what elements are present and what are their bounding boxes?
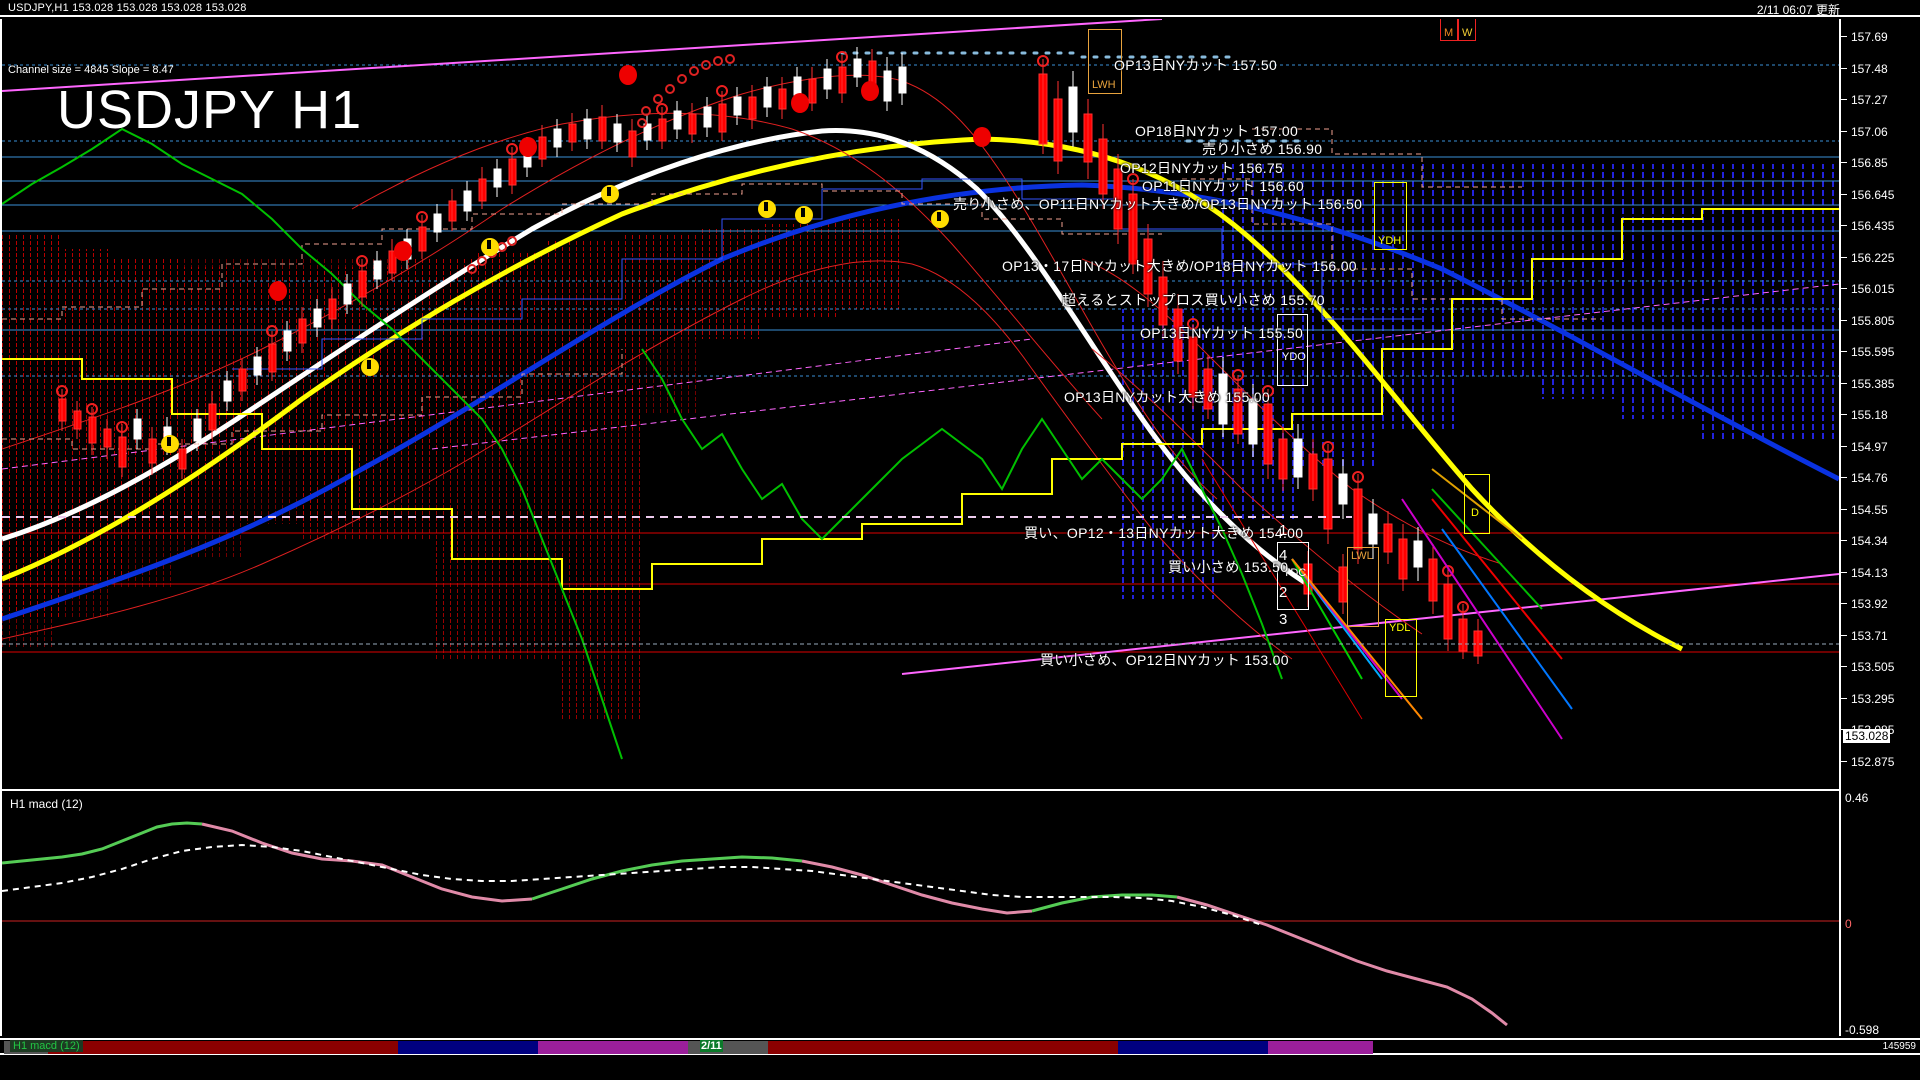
level-label-157-00: OP18日NYカット 157.00 — [1135, 123, 1299, 139]
session-segment — [398, 1041, 538, 1054]
box-d[interactable]: D — [1464, 474, 1490, 534]
chart-frame[interactable]: Channel size = 4845 Slope = 8.47 USDJPY … — [0, 19, 1920, 1037]
box-lwl[interactable]: LWL — [1347, 547, 1379, 627]
blue-step-line — [232, 178, 1422, 370]
signal-circles — [56, 51, 1469, 613]
price-tick: 154.55 — [1841, 503, 1920, 517]
macd-pane[interactable]: H1 macd (12) — [2, 789, 1839, 1035]
symbol-ohlc-label: USDJPY,H1 153.028 153.028 153.028 153.02… — [8, 1, 247, 14]
fan-lines — [1201, 458, 1423, 720]
price-tick: 156.435 — [1841, 219, 1920, 233]
session-segment — [1268, 1041, 1373, 1054]
price-tick: 156.015 — [1841, 282, 1920, 296]
trendline-marker-4: 4 — [1279, 547, 1288, 564]
price-tick: 154.13 — [1841, 566, 1920, 580]
price-tick: 155.595 — [1841, 345, 1920, 359]
price-tick: 157.27 — [1841, 93, 1920, 107]
box-ydh[interactable]: YDH — [1374, 182, 1407, 250]
price-tick: 155.805 — [1841, 314, 1920, 328]
bollinger-bands — [2, 74, 1503, 660]
ma-white — [2, 128, 1314, 590]
price-tick: 153.295 — [1841, 692, 1920, 706]
time-axis[interactable]: 2/10 2/11 145959 — [0, 1038, 1920, 1055]
session-segment — [768, 1041, 1118, 1054]
level-label-156-00: OP13・17日NYカット大きめ/OP18日NYカット 156.00 — [1002, 258, 1357, 274]
price-tick: 156.225 — [1841, 251, 1920, 265]
session-segment — [48, 1041, 398, 1054]
trend-number-lines — [1401, 468, 1573, 740]
session-segment — [538, 1041, 688, 1054]
level-label-157-50: OP13日NYカット 157.50 — [1114, 57, 1278, 73]
kijun-line — [2, 208, 1839, 590]
macd-signal-line — [2, 843, 1263, 926]
price-level-lines — [2, 64, 1839, 377]
price-tick: 154.34 — [1841, 534, 1920, 548]
box-lwh[interactable]: LWH — [1088, 29, 1122, 94]
trendline-marker-1: 1 — [1279, 522, 1288, 539]
level-label-155-70: 超えるとストップロス買い小さめ 155.70 — [1062, 292, 1325, 308]
price-tick: 153.505 — [1841, 660, 1920, 674]
level-label-156-90: 売り小さめ 156.90 — [1202, 141, 1323, 157]
level-label-156-50: 売り小さめ、OP11日NYカット大きめ/OP13日NYカット 156.50 — [953, 196, 1363, 212]
session-segment — [1118, 1041, 1268, 1054]
title-bar: USDJPY,H1 153.028 153.028 153.028 153.02… — [0, 0, 1920, 17]
box-m[interactable]: M — [1440, 19, 1458, 41]
macd-line-seg-down-1 — [201, 822, 533, 903]
price-tick: 153.92 — [1841, 597, 1920, 611]
price-tick: 155.18 — [1841, 408, 1920, 422]
level-label-155-00: OP13日NYカット大きめ 155.00 — [1064, 389, 1270, 405]
level-label-153-50: 買い小さめ 153.50 — [1168, 559, 1289, 575]
dotted-guides — [840, 51, 1304, 143]
price-tick: 153.71 — [1841, 629, 1920, 643]
candlesticks — [58, 47, 1483, 664]
level-label-156-60: OP11日NYカット 156.60 — [1142, 178, 1305, 194]
price-tick: 154.97 — [1841, 440, 1920, 454]
price-tick: 157.06 — [1841, 125, 1920, 139]
channel-info-label: Channel size = 4845 Slope = 8.47 — [8, 64, 174, 76]
level-label-156-75: OP12日NYカット 156.75 — [1120, 160, 1284, 176]
macd-tick: 0 — [1845, 917, 1852, 931]
order-markers[interactable] — [161, 185, 949, 453]
price-tick: 157.69 — [1841, 30, 1920, 44]
macd-line-seg-down-3 — [1176, 895, 1508, 1027]
macd-tick: 0.46 — [1845, 791, 1869, 805]
level-label-153-00: 買い小さめ、OP12日NYカット 153.00 — [1040, 652, 1289, 668]
price-chart-svg — [2, 19, 1839, 760]
price-tick: 156.85 — [1841, 156, 1920, 170]
macd-chart-svg — [2, 821, 1839, 1027]
chart-watermark: USDJPY H1 — [57, 80, 363, 140]
price-tick: 157.48 — [1841, 62, 1920, 76]
price-tick: 155.385 — [1841, 377, 1920, 391]
last-price-tag: 153.028 — [1843, 729, 1891, 743]
box-ydo[interactable]: YDO — [1277, 314, 1308, 386]
macd-tick: -0.598 — [1845, 1023, 1880, 1037]
macd-indicator-label: H1 macd (12) — [10, 797, 83, 811]
clock-label: 2/11 06:07 更新 — [1756, 3, 1840, 17]
price-pane[interactable]: Channel size = 4845 Slope = 8.47 USDJPY … — [2, 19, 1839, 779]
box-w[interactable]: W — [1458, 19, 1476, 41]
box-ydc[interactable]: YDC — [1277, 542, 1309, 610]
price-tick: 152.875 — [1841, 755, 1920, 769]
macd-line-seg-down-2 — [801, 859, 1033, 915]
macd-line-seg-up-2 — [531, 855, 803, 901]
trendline-marker-2: 2 — [1279, 584, 1288, 601]
macd-nav-tab[interactable]: H1 macd (12) — [10, 1040, 83, 1052]
time-label-211: 2/11 — [700, 1040, 723, 1052]
price-tick: 154.76 — [1841, 471, 1920, 485]
level-label-155-50: OP13日NYカット 155.50 — [1140, 325, 1304, 341]
dashed-bands — [2, 128, 1602, 450]
support-lines — [2, 532, 1839, 653]
price-scale[interactable]: 157.69 157.48 157.27 157.06 156.85 156.6… — [1839, 19, 1920, 1037]
box-ydl[interactable]: YDL — [1385, 619, 1417, 697]
sell-markers[interactable] — [269, 65, 991, 301]
trendline-marker-3: 3 — [1279, 611, 1288, 628]
price-tick: 156.645 — [1841, 188, 1920, 202]
volume-value: 145959 — [1882, 1041, 1916, 1052]
macd-line-seg-up-1 — [2, 821, 203, 865]
level-label-154-00: 買い、OP12・13日NYカット大きめ 154.00 — [1024, 525, 1304, 541]
